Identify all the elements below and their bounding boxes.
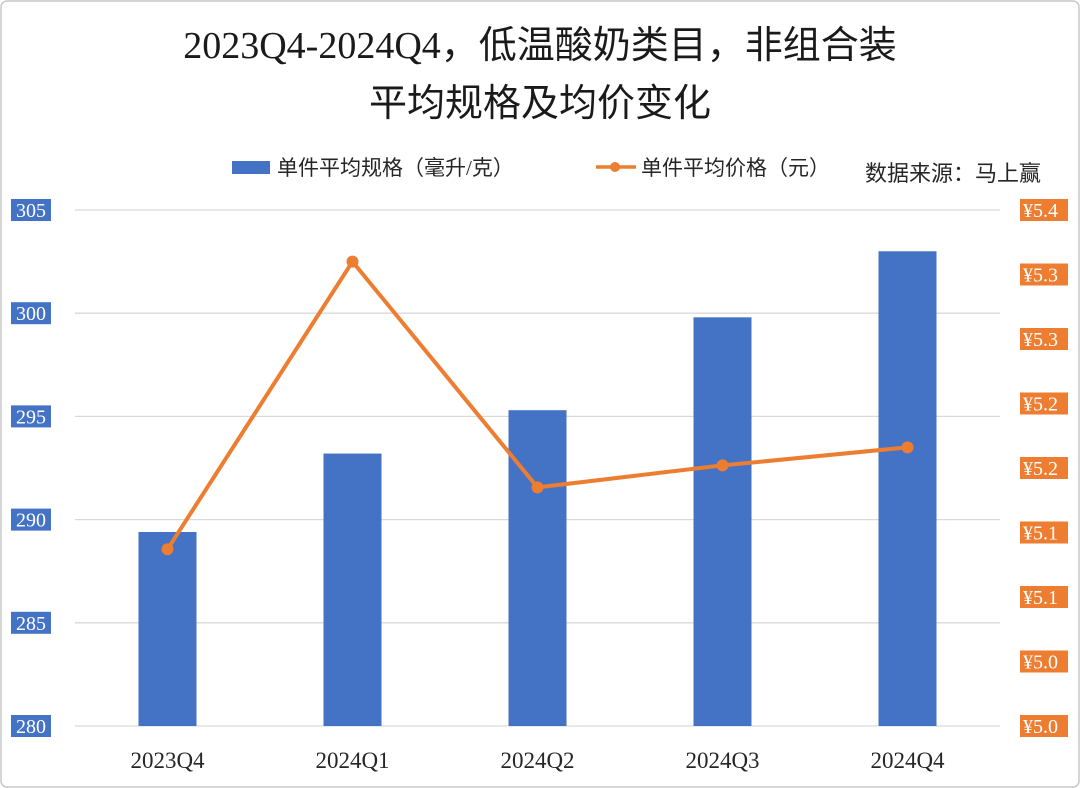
price-point-2023Q4 (161, 543, 174, 556)
price-point-2024Q4 (901, 441, 914, 454)
left-y-axis: 280 285 290 295 300 305 (11, 199, 51, 738)
x-tick-label: 2024Q2 (500, 748, 574, 773)
legend-label-price: 单件平均价格（元） (641, 156, 830, 180)
y-tick-label-bg (11, 199, 51, 221)
bar-2024Q1 (323, 453, 382, 726)
y-tick-label: 285 (16, 613, 46, 635)
bar-2024Q4 (878, 251, 937, 726)
legend: 单件平均规格（毫升/克） 单件平均价格（元） (232, 156, 830, 180)
legend-label-size: 单件平均规格（毫升/克） (277, 156, 514, 180)
y-tick-label-bg (11, 611, 51, 634)
y-tick-label-bg (11, 405, 51, 428)
y-tick-label: 305 (16, 200, 46, 222)
y2-tick-label-bg (1020, 521, 1068, 544)
x-tick-label: 2024Q3 (685, 748, 759, 773)
x-axis: 2023Q4 2024Q1 2024Q2 2024Q3 2024Q4 (130, 748, 945, 773)
y-tick-label: 290 (16, 510, 46, 532)
y2-tick-label-bg (1020, 457, 1068, 479)
y2-tick-label-bg (1020, 199, 1068, 221)
right-y-axis: ¥5.0 ¥5.0 ¥5.1 ¥5.1 ¥5.2 ¥5.2 ¥5.3 ¥5.3 ¥5.4 (1020, 199, 1068, 738)
y2-tick-label: ¥5.1 (1023, 523, 1058, 545)
y2-tick-label: ¥5.3 (1023, 265, 1058, 287)
y2-tick-label-bg (1020, 328, 1068, 350)
legend-bar-swatch (232, 161, 270, 174)
price-point-2024Q3 (716, 459, 729, 472)
y2-tick-label: ¥5.1 (1023, 587, 1058, 609)
data-source-annotation: 数据来源：马上赢 (865, 161, 1041, 186)
y2-tick-label: ¥5.0 (1023, 716, 1058, 738)
y2-tick-label-bg (1020, 650, 1068, 673)
chart-title-line-2: 平均规格及均价变化 (369, 83, 711, 125)
y2-tick-label-bg (1020, 263, 1068, 286)
bar-2024Q3 (693, 317, 752, 726)
y2-tick-label: ¥5.2 (1023, 394, 1058, 416)
price-point-2024Q1 (346, 255, 359, 268)
x-tick-label: 2023Q4 (130, 748, 205, 773)
bar-2023Q4 (138, 531, 197, 726)
chart-title-line-1: 2023Q4-2024Q4，低温酸奶类目，非组合装 (183, 25, 897, 67)
y2-tick-label-bg (1020, 586, 1068, 608)
bar-2024Q2 (508, 410, 567, 726)
y-tick-label-bg (11, 302, 51, 325)
y2-tick-label-bg (1020, 715, 1068, 737)
x-tick-label: 2024Q1 (315, 748, 389, 773)
y2-tick-label: ¥5.2 (1023, 458, 1058, 480)
y2-tick-label: ¥5.0 (1023, 652, 1058, 674)
y2-tick-label: ¥5.4 (1023, 200, 1058, 222)
y2-tick-label: ¥5.3 (1023, 329, 1058, 351)
x-tick-label: 2024Q4 (870, 748, 945, 773)
y-tick-label: 295 (16, 406, 46, 428)
y-tick-label: 280 (16, 716, 46, 738)
line-series (161, 255, 914, 556)
y2-tick-label-bg (1020, 392, 1068, 415)
legend-line-marker (610, 162, 620, 172)
price-point-2024Q2 (531, 481, 544, 494)
y-tick-label-bg (11, 715, 51, 737)
y-tick-label-bg (11, 508, 51, 531)
y-tick-label: 300 (16, 303, 46, 325)
bar-series (138, 251, 937, 726)
